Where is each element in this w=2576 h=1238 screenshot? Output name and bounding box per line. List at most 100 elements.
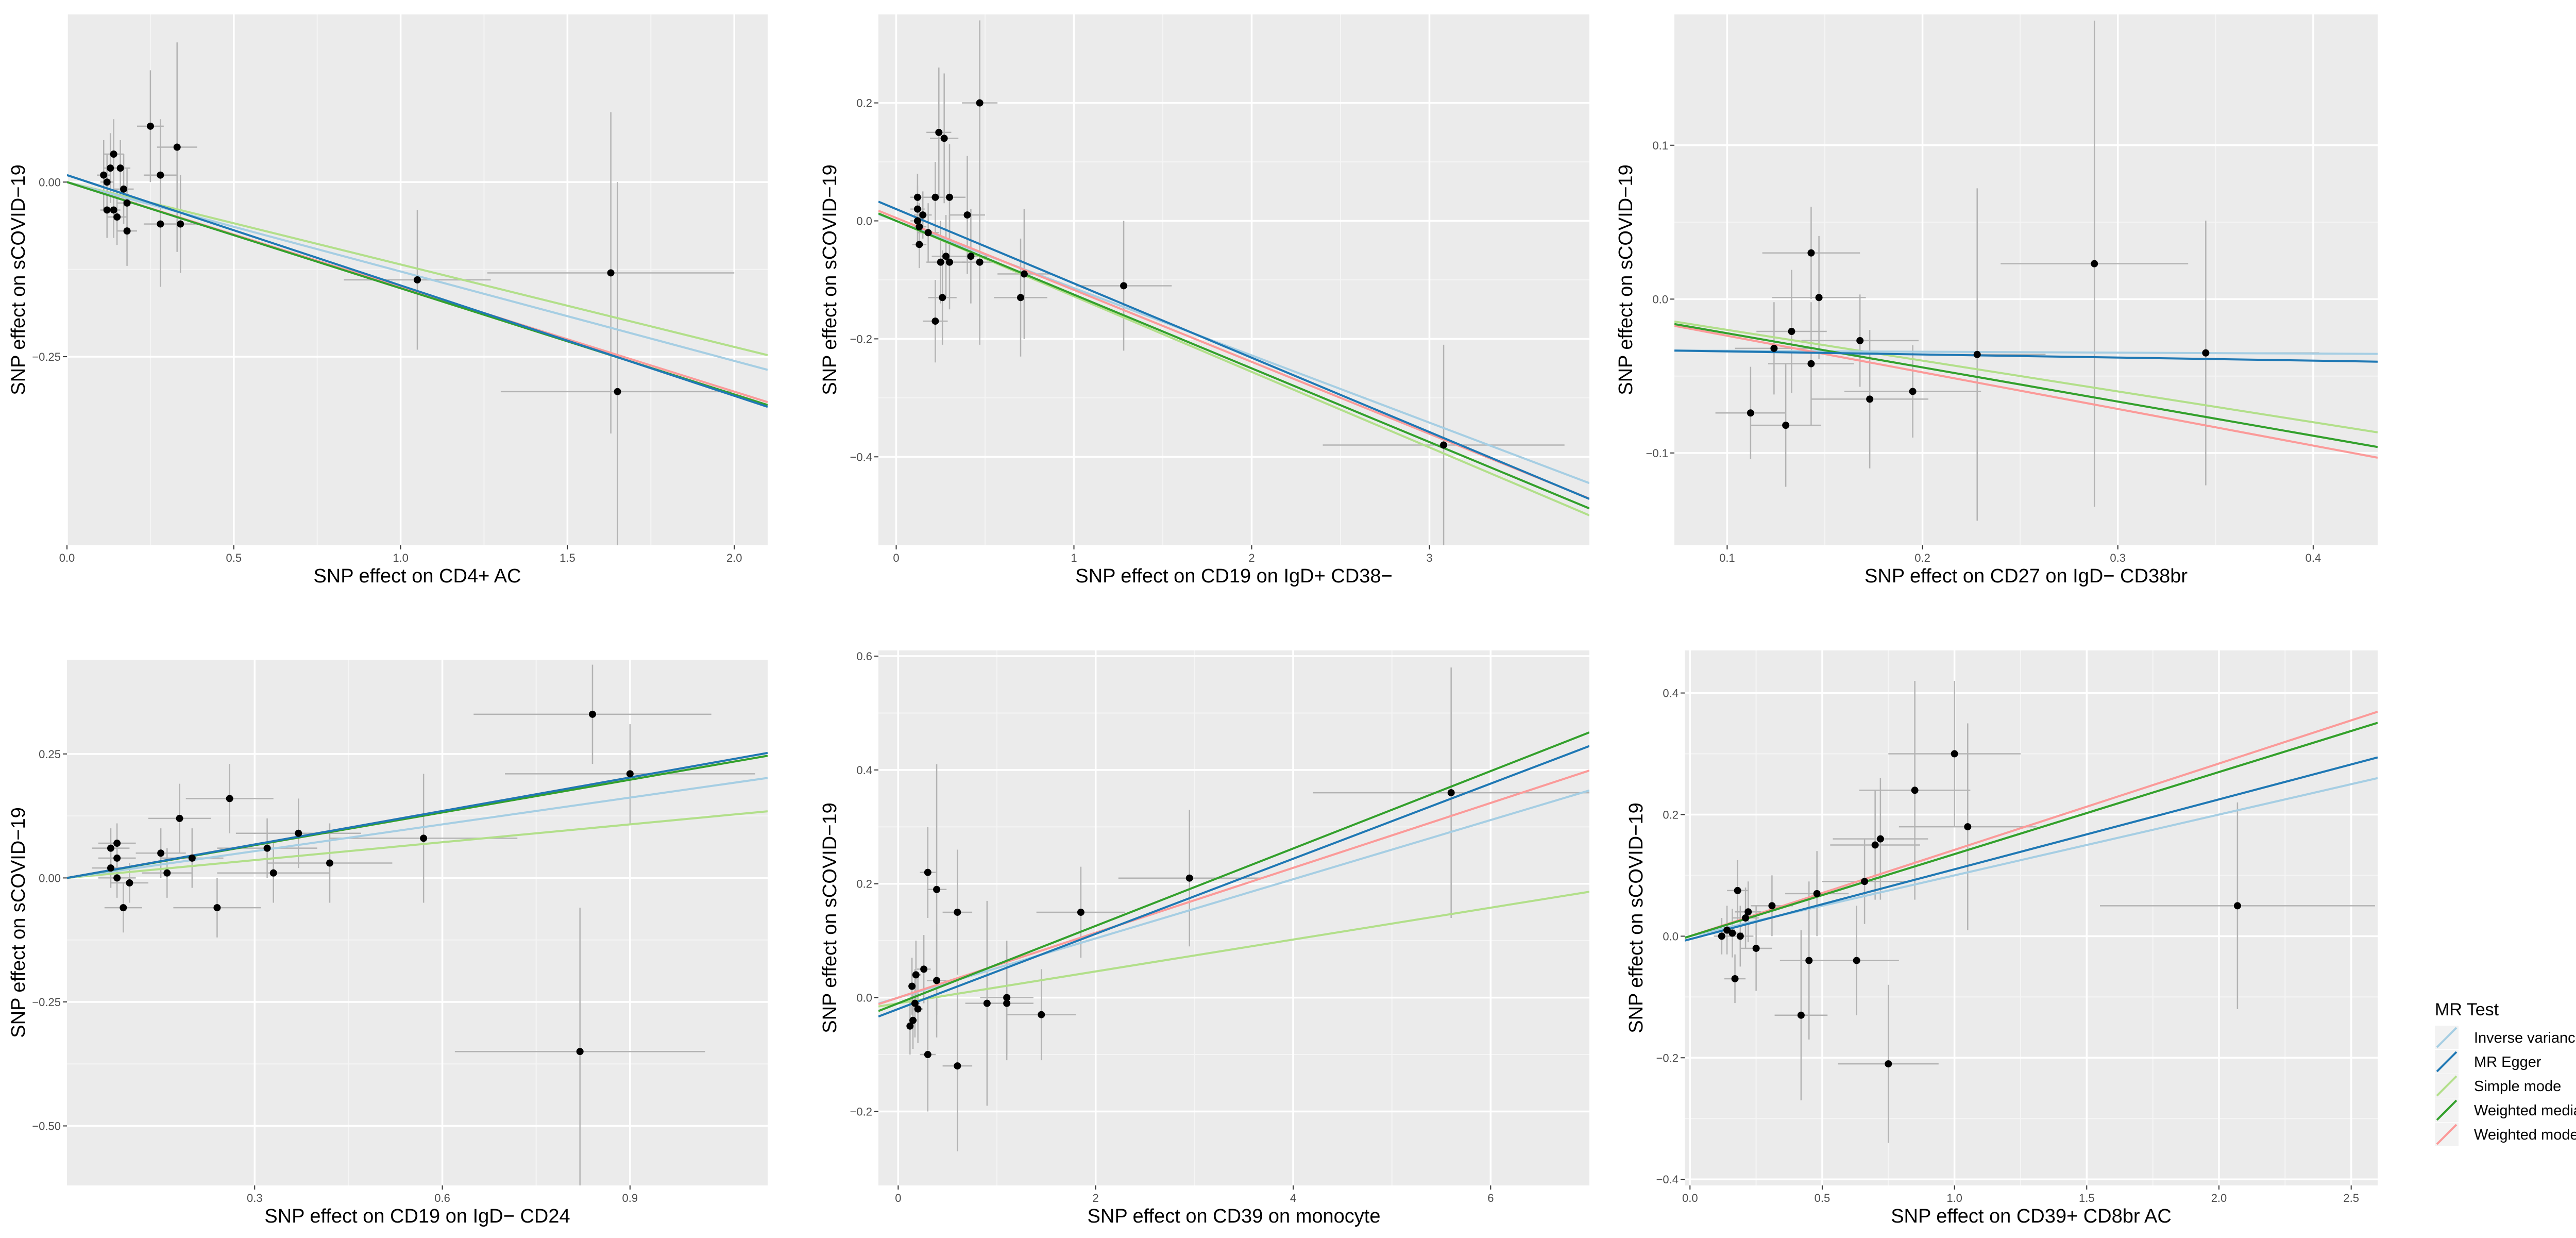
- data-point: [1876, 835, 1884, 843]
- data-point: [1807, 249, 1815, 257]
- data-point: [1964, 823, 1972, 831]
- regression-line-wmode: [878, 210, 1589, 500]
- regression-line-egger: [67, 751, 768, 879]
- data-point: [420, 834, 428, 842]
- major-gridlines: [1674, 14, 2378, 545]
- data-point: [916, 223, 923, 230]
- data-point: [954, 908, 961, 916]
- x-tick-label: 4: [1290, 1192, 1296, 1204]
- y-tick-label: 0.4: [856, 764, 872, 777]
- y-tick-label: −0.2: [850, 332, 872, 345]
- data-point: [1770, 344, 1778, 352]
- data-point: [1788, 328, 1795, 336]
- legend-label-wmode: Weighted mode: [2474, 1127, 2576, 1143]
- data-point: [946, 258, 953, 266]
- data-point: [967, 253, 975, 260]
- regression-line-egger: [878, 200, 1589, 500]
- data-point: [576, 1048, 584, 1056]
- x-tick-label: 0.2: [1914, 551, 1930, 564]
- data-point: [1973, 350, 1981, 358]
- x-tick-label: 0.5: [1815, 1192, 1831, 1204]
- data-point: [2233, 902, 2241, 910]
- minor-gridlines: [1685, 650, 2378, 1185]
- data-point: [1797, 1011, 1805, 1019]
- x-tick-label: 0: [895, 1192, 901, 1204]
- regression-line-wmode: [1685, 710, 2378, 939]
- data-point: [110, 150, 117, 158]
- regression-line-simple: [878, 891, 1589, 1008]
- data-point: [103, 178, 111, 186]
- data-point: [1185, 874, 1193, 882]
- y-tick-label: −0.25: [32, 996, 61, 1009]
- regression-line-simple: [67, 810, 768, 879]
- data-point: [173, 143, 181, 151]
- y-tick-label: 0.6: [856, 650, 872, 663]
- x-tick-label: 1: [1071, 551, 1077, 564]
- y-tick-label: −0.1: [1646, 447, 1668, 460]
- data-point: [1871, 841, 1879, 849]
- regression-line-wmedian: [1674, 323, 2378, 448]
- regression-line-egger: [878, 745, 1589, 1018]
- y-tick-label: 0.1: [1652, 139, 1668, 152]
- data-point: [913, 205, 921, 213]
- data-point: [909, 1016, 917, 1024]
- data-point: [176, 814, 183, 822]
- data-point: [1782, 422, 1790, 429]
- major-gridlines: [878, 14, 1589, 545]
- data-point: [942, 253, 950, 260]
- x-tick-label: 2.0: [2211, 1192, 2227, 1204]
- regression-line-wmedian: [1685, 722, 2378, 939]
- regression-line-simple: [67, 181, 768, 357]
- legend: MR Test Inverse variance weighted MR Egger…: [2435, 1000, 2576, 1146]
- data-point: [946, 193, 953, 201]
- x-tick-label: 0.4: [2306, 551, 2321, 564]
- data-point: [103, 206, 111, 214]
- plot-area: [1674, 20, 2378, 521]
- data-point: [976, 258, 984, 266]
- y-axis-title: SNP effect on sCOVID−19: [819, 164, 841, 395]
- data-point: [113, 874, 121, 882]
- data-point: [976, 99, 984, 107]
- y-axis-title: SNP effect on sCOVID−19: [8, 164, 29, 395]
- x-tick-label: 1.0: [1946, 1192, 1962, 1204]
- data-point: [1736, 932, 1744, 940]
- data-point: [107, 864, 114, 872]
- data-point: [589, 710, 596, 718]
- data-point: [326, 859, 333, 867]
- data-point: [1805, 957, 1813, 964]
- data-point: [2091, 260, 2098, 267]
- chart-panel-2: 0 1 2 3 0.2 0.0 −0.2 −0.4 SNP effect on CD19 on …: [819, 14, 1589, 587]
- x-axis-title: SNP effect on CD39+ CD8br AC: [1891, 1206, 2172, 1227]
- y-tick-label: 0.2: [1663, 808, 1679, 821]
- data-point: [120, 185, 128, 193]
- regression-line-ivw: [67, 777, 768, 879]
- regression-line-egger: [67, 174, 768, 408]
- plot-background: [878, 650, 1589, 1185]
- x-tick-label: 0.6: [434, 1192, 450, 1204]
- legend-label-wmedian: Weighted median: [2474, 1102, 2576, 1119]
- data-point: [1856, 337, 1864, 344]
- x-tick-label: 0: [893, 551, 899, 564]
- major-gridlines: [1685, 650, 2378, 1185]
- data-point: [110, 206, 117, 214]
- data-point: [414, 276, 421, 283]
- plot-area: [67, 42, 768, 545]
- data-point: [911, 999, 919, 1007]
- data-point: [1744, 908, 1752, 916]
- x-tick-label: 0.1: [1719, 551, 1735, 564]
- x-tick-label: 1.5: [560, 551, 575, 564]
- data-point: [1038, 1011, 1045, 1018]
- data-point: [157, 171, 164, 179]
- data-point: [1866, 395, 1874, 403]
- data-point: [1807, 360, 1815, 367]
- legend-label-ivw: Inverse variance weighted: [2474, 1030, 2576, 1046]
- data-point: [924, 868, 931, 876]
- data-point: [916, 241, 923, 248]
- y-tick-label: 0.4: [1663, 687, 1679, 700]
- minor-gridlines: [878, 650, 1589, 1185]
- data-point: [120, 904, 127, 912]
- regression-line-wmode: [1674, 325, 2378, 459]
- legend-label-egger: MR Egger: [2474, 1054, 2541, 1070]
- data-point: [933, 885, 941, 893]
- y-tick-label: −0.4: [850, 450, 872, 463]
